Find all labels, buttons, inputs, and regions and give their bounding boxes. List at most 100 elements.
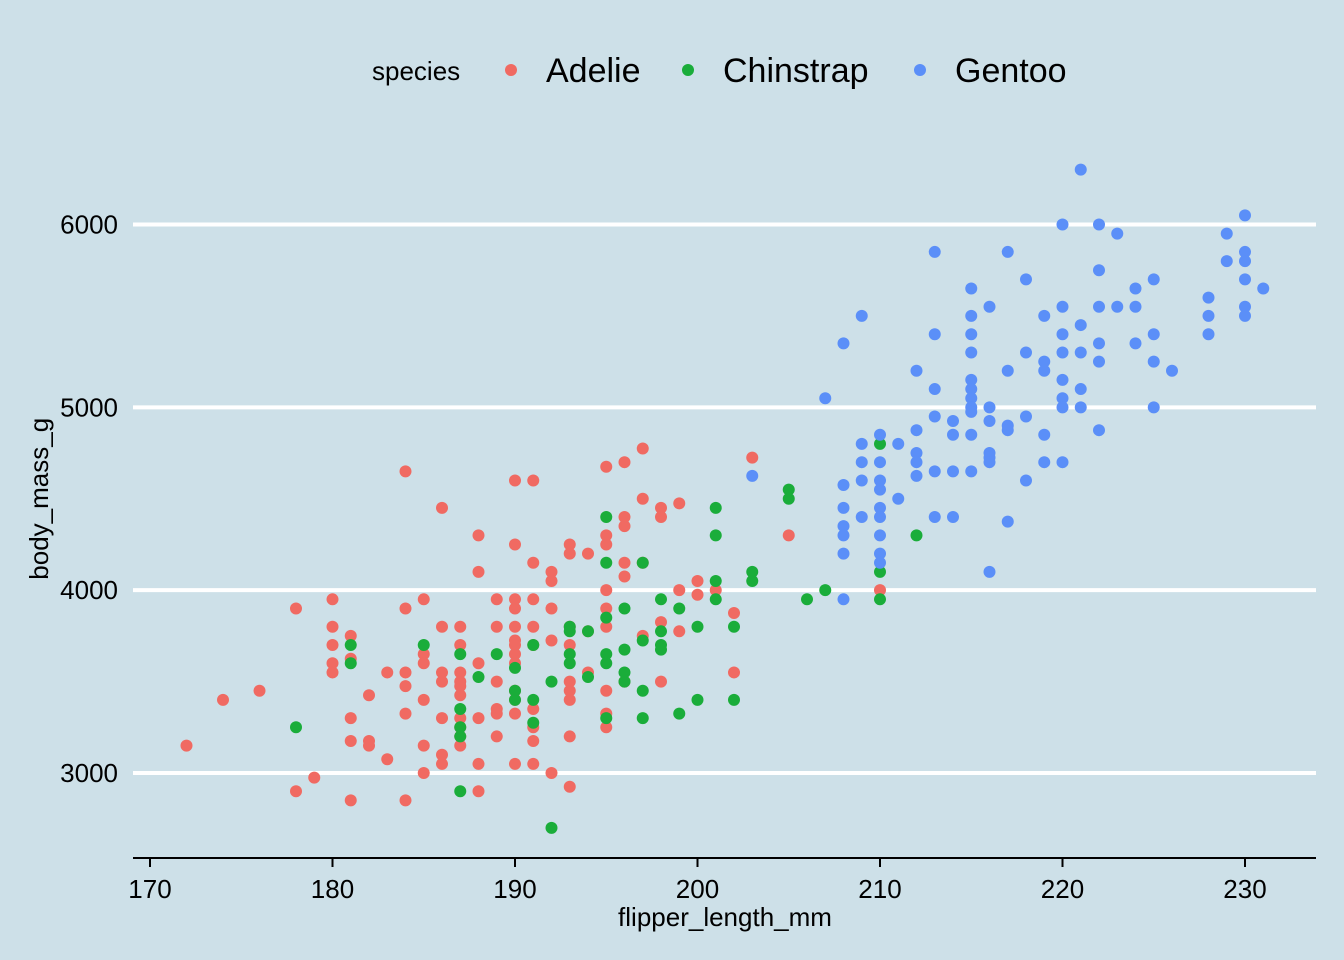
- data-point: [509, 602, 521, 614]
- data-point: [400, 666, 412, 678]
- data-point: [1038, 429, 1050, 441]
- data-point: [327, 666, 339, 678]
- legend-key: [914, 64, 926, 76]
- data-point: [1057, 301, 1069, 313]
- data-point: [345, 735, 357, 747]
- data-point: [929, 328, 941, 340]
- data-point: [1130, 283, 1142, 295]
- data-point: [473, 712, 485, 724]
- data-point: [345, 657, 357, 669]
- data-point: [856, 456, 868, 468]
- legend-title: species: [372, 56, 460, 86]
- data-point: [911, 529, 923, 541]
- data-point: [728, 607, 740, 619]
- data-point: [637, 634, 649, 646]
- data-point: [783, 529, 795, 541]
- data-point: [418, 767, 430, 779]
- data-point: [1239, 255, 1251, 267]
- data-point: [1038, 365, 1050, 377]
- data-point: [929, 383, 941, 395]
- legend-label: Chinstrap: [723, 52, 869, 90]
- data-point: [473, 566, 485, 578]
- data-point: [874, 593, 886, 605]
- data-point: [1075, 383, 1087, 395]
- data-point: [1203, 310, 1215, 322]
- data-point: [600, 584, 612, 596]
- data-point: [1057, 346, 1069, 358]
- y-tick-label: 5000: [60, 392, 118, 422]
- data-point: [1093, 264, 1105, 276]
- data-point: [290, 785, 302, 797]
- data-point: [381, 666, 393, 678]
- data-point: [509, 758, 521, 770]
- data-point: [1148, 356, 1160, 368]
- data-point: [1002, 246, 1014, 258]
- data-point: [746, 470, 758, 482]
- data-point: [217, 694, 229, 706]
- data-point: [308, 772, 320, 784]
- data-point: [947, 415, 959, 427]
- data-point: [1057, 328, 1069, 340]
- data-point: [1239, 209, 1251, 221]
- data-point: [655, 511, 667, 523]
- data-point: [381, 753, 393, 765]
- data-point: [546, 602, 558, 614]
- data-point: [546, 676, 558, 688]
- data-point: [1093, 337, 1105, 349]
- data-point: [600, 685, 612, 697]
- data-point: [984, 415, 996, 427]
- data-point: [929, 246, 941, 258]
- data-point: [965, 346, 977, 358]
- data-point: [363, 689, 375, 701]
- data-point: [856, 474, 868, 486]
- data-point: [637, 685, 649, 697]
- data-point: [1057, 374, 1069, 386]
- data-point: [527, 557, 539, 569]
- data-point: [746, 575, 758, 587]
- data-point: [1203, 292, 1215, 304]
- data-point: [965, 283, 977, 295]
- data-point: [509, 538, 521, 550]
- data-point: [637, 442, 649, 454]
- data-point: [491, 593, 503, 605]
- data-point: [692, 575, 704, 587]
- data-point: [1075, 319, 1087, 331]
- data-point: [546, 767, 558, 779]
- data-point: [856, 511, 868, 523]
- data-point: [254, 685, 266, 697]
- data-point: [436, 712, 448, 724]
- data-point: [527, 621, 539, 633]
- data-point: [454, 689, 466, 701]
- data-point: [1148, 273, 1160, 285]
- data-point: [838, 548, 850, 560]
- data-point: [1221, 228, 1233, 240]
- data-point: [454, 785, 466, 797]
- data-point: [856, 438, 868, 450]
- data-point: [1257, 283, 1269, 295]
- data-point: [290, 602, 302, 614]
- data-point: [290, 721, 302, 733]
- data-point: [619, 520, 631, 532]
- data-point: [1020, 273, 1032, 285]
- data-point: [728, 694, 740, 706]
- data-point: [874, 429, 886, 441]
- data-point: [692, 589, 704, 601]
- data-point: [600, 511, 612, 523]
- data-point: [564, 730, 576, 742]
- data-point: [984, 401, 996, 413]
- data-point: [1111, 301, 1123, 313]
- data-point: [509, 662, 521, 674]
- x-tick-label: 220: [1041, 874, 1084, 904]
- data-point: [1203, 328, 1215, 340]
- data-point: [874, 557, 886, 569]
- data-point: [564, 694, 576, 706]
- data-point: [509, 474, 521, 486]
- data-point: [527, 639, 539, 651]
- data-point: [454, 621, 466, 633]
- data-point: [1130, 301, 1142, 313]
- data-point: [600, 461, 612, 473]
- data-point: [673, 497, 685, 509]
- data-point: [619, 602, 631, 614]
- data-point: [838, 337, 850, 349]
- data-point: [491, 621, 503, 633]
